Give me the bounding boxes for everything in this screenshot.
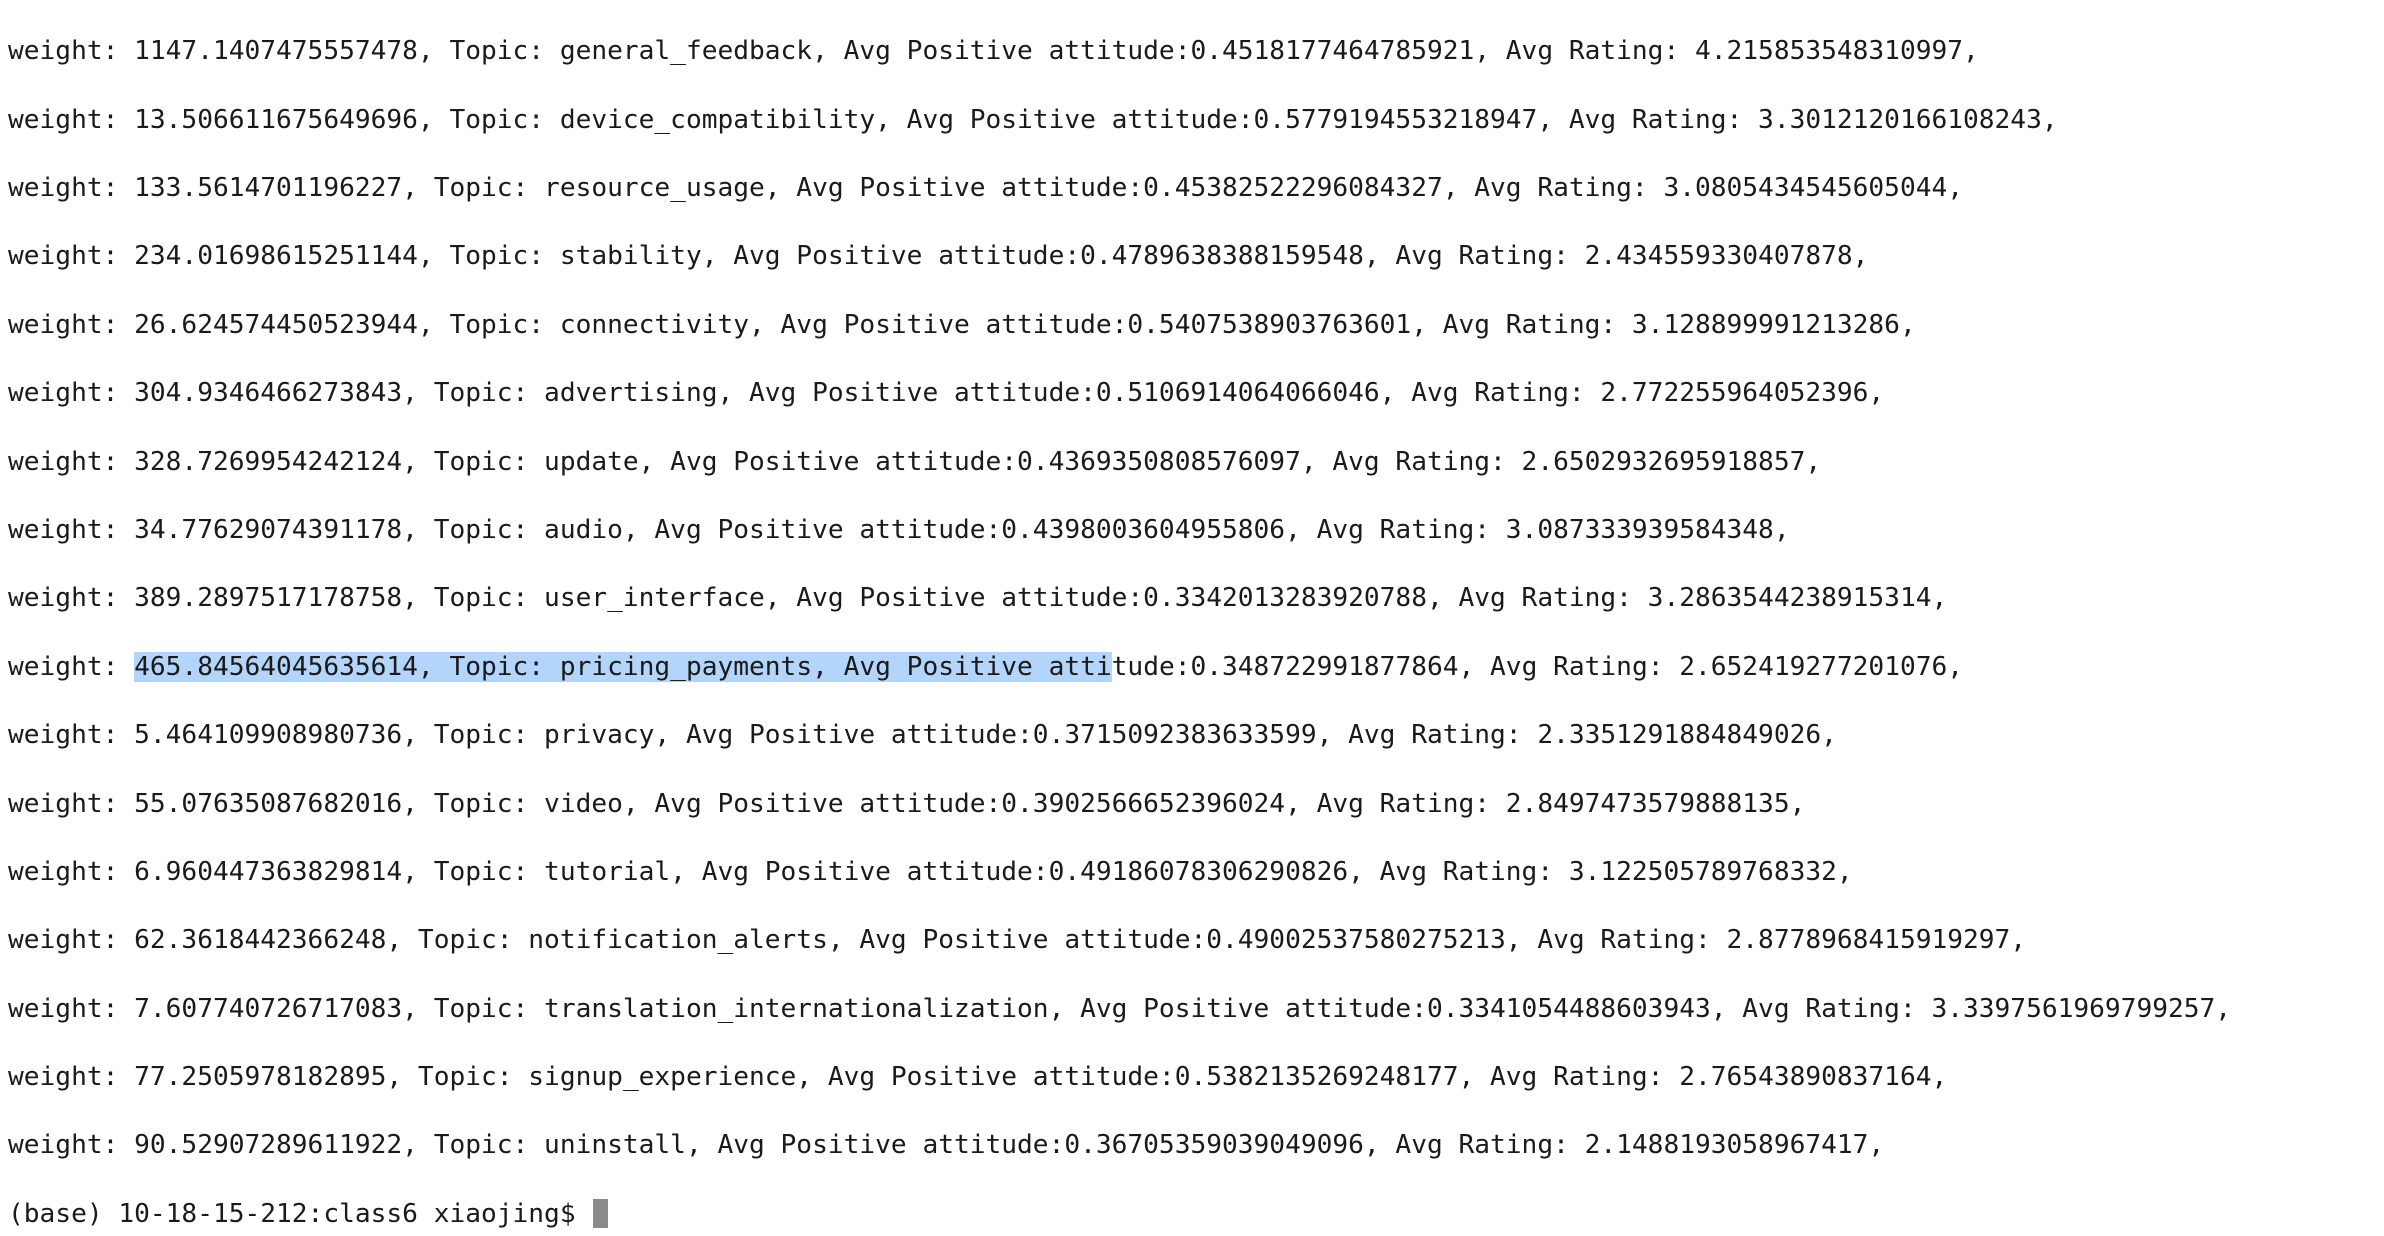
shell-prompt: (base) 10-18-15-212:class6 xiaojing$ xyxy=(8,1198,592,1229)
line-prefix: weight: xyxy=(8,651,135,682)
output-line: weight: 6.960447363829814, Topic: tutori… xyxy=(8,856,1853,887)
text-cursor xyxy=(593,1198,609,1228)
output-line: weight: 26.624574450523944, Topic: conne… xyxy=(8,309,1916,340)
prompt-line[interactable]: (base) 10-18-15-212:class6 xiaojing$ xyxy=(8,1197,2384,1231)
output-line: weight: 90.52907289611922, Topic: uninst… xyxy=(8,1130,1885,1161)
output-line: weight: 304.9346466273843, Topic: advert… xyxy=(8,378,1885,409)
output-line: weight: 328.7269954242124, Topic: update… xyxy=(8,446,1822,477)
output-line: weight: 34.77629074391178, Topic: audio,… xyxy=(8,514,1790,545)
line-suffix: tude:0.348722991877864, Avg Rating: 2.65… xyxy=(1111,651,1964,682)
output-line: weight: 62.3618442366248, Topic: notific… xyxy=(8,925,2027,956)
text-selection[interactable]: 465.84564045635614, Topic: pricing_payme… xyxy=(134,651,1112,682)
output-line: weight: 234.01698615251144, Topic: stabi… xyxy=(8,241,1869,272)
output-line: weight: 13.506611675649696, Topic: devic… xyxy=(8,104,2058,135)
output-line: weight: 133.5614701196227, Topic: resour… xyxy=(8,172,1964,203)
output-line: weight: 5.464109908980736, Topic: privac… xyxy=(8,720,1837,751)
output-line-highlighted: weight: 465.84564045635614, Topic: prici… xyxy=(8,650,2384,684)
output-line: weight: 55.07635087682016, Topic: video,… xyxy=(8,788,1806,819)
output-line: weight: 77.2505978182895, Topic: signup_… xyxy=(8,1062,1948,1093)
output-line: weight: 1147.1407475557478, Topic: gener… xyxy=(8,36,1979,67)
output-line: weight: 389.2897517178758, Topic: user_i… xyxy=(8,583,1948,614)
output-line: weight: 7.607740726717083, Topic: transl… xyxy=(8,993,2232,1024)
